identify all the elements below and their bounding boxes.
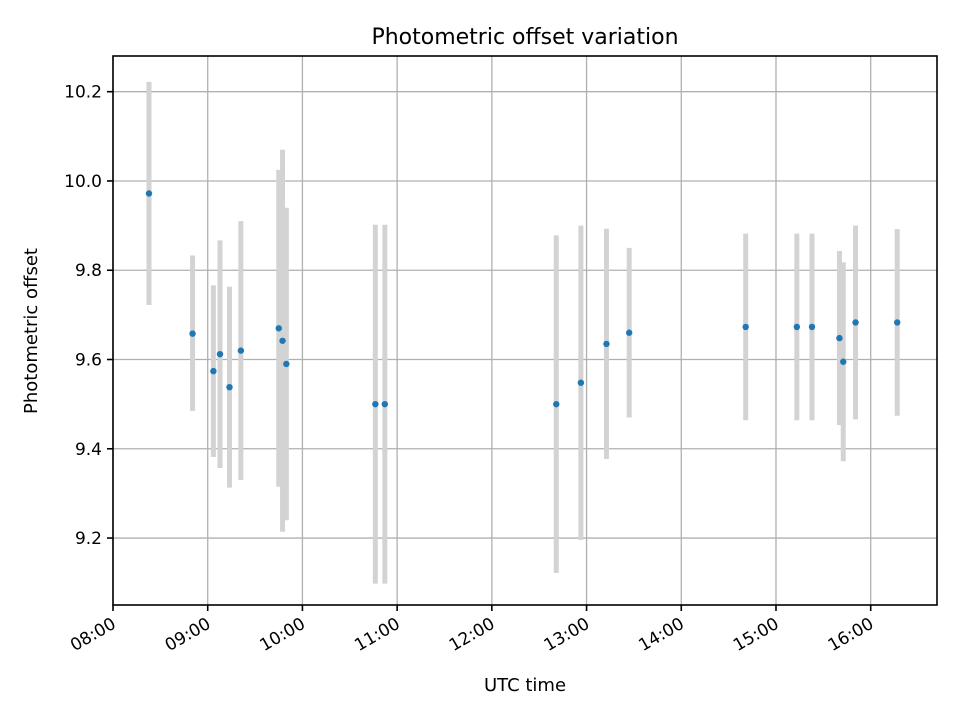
x-tick-label: 12:00 [446,614,498,656]
chart-title: Photometric offset variation [371,25,678,50]
data-point [852,319,859,326]
y-tick-label: 9.2 [75,529,102,549]
data-point [840,358,847,365]
data-point [625,329,633,336]
data-point [189,330,196,337]
data-point [808,323,816,331]
x-axis-label: UTC time [484,675,566,696]
data-point [894,319,901,326]
data-point [279,337,286,344]
x-tick-label: 14:00 [635,614,687,656]
data-point [216,350,224,358]
data-point [603,340,610,348]
y-tick-label: 10.2 [64,83,102,103]
data-point [381,400,389,408]
data-point [836,334,843,342]
data-point [226,383,233,391]
axis-ticks: 08:00 09:00 10:00 11:00 12:00 13:00 14:00 15:00… [64,83,877,656]
data-point [553,400,560,408]
x-tick-label: 11:00 [351,614,403,656]
x-tick-label: 10:00 [256,614,308,656]
grid-lines [112,56,937,605]
data-point [210,367,217,375]
data-point [793,323,801,331]
data-points [145,190,901,408]
data-point [577,379,585,386]
error-bars [146,81,900,584]
y-tick-label: 10.0 [64,172,102,192]
x-tick-label: 09:00 [162,614,214,656]
y-tick-label: 9.4 [75,440,102,460]
data-point [372,400,379,408]
x-tick-label: 15:00 [730,614,782,656]
data-point [283,360,290,368]
x-tick-label: 16:00 [825,614,877,656]
data-point [145,190,153,197]
x-tick-label: 13:00 [541,614,593,656]
data-point [275,325,282,332]
data-point [237,347,245,354]
y-axis-label: Photometric offset [21,248,42,414]
y-tick-label: 9.8 [75,261,102,281]
plot-frame [112,55,938,606]
data-point [742,323,749,331]
y-tick-label: 9.6 [75,351,102,371]
x-tick-label: 08:00 [67,614,119,656]
